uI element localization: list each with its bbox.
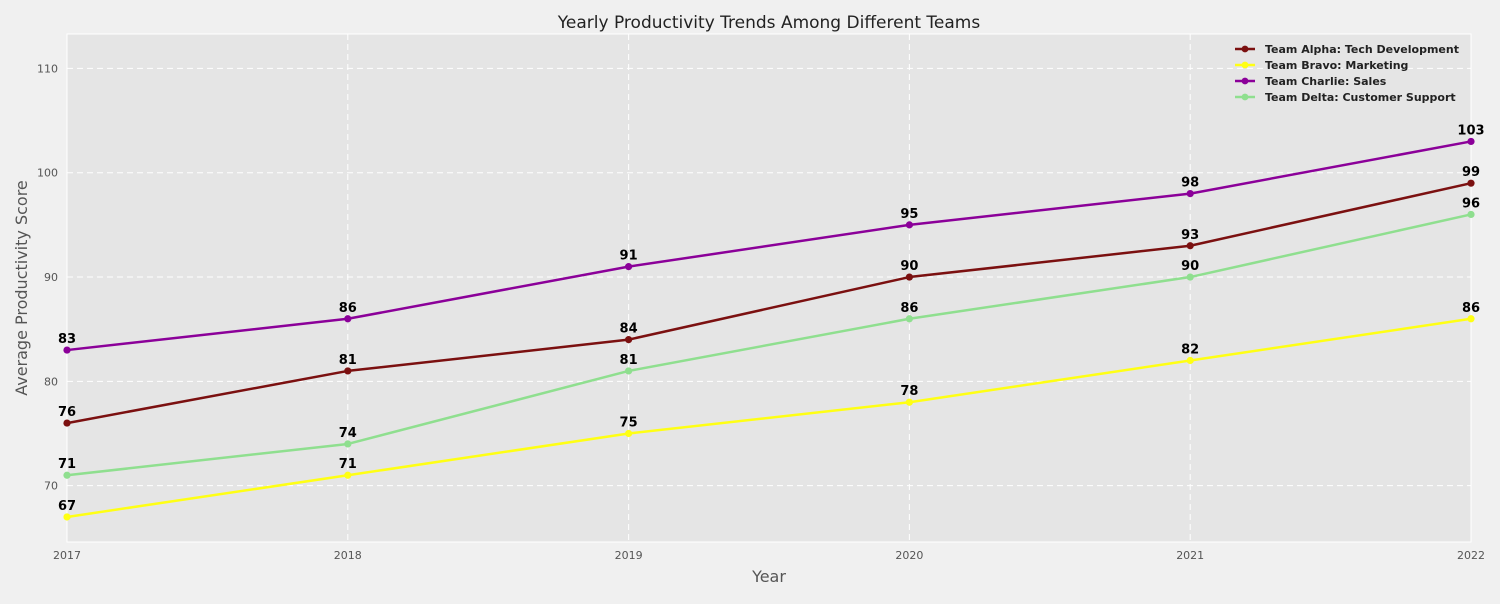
- data-point: [625, 263, 633, 271]
- axis-ticks: 70 80 90 100 110 2017 2018 2019 2020 2021 2022: [37, 62, 1485, 562]
- x-tick-label: 2022: [1457, 549, 1485, 562]
- data-point: [63, 346, 71, 354]
- legend-label: Team Charlie: Sales: [1265, 75, 1387, 88]
- data-point: [625, 367, 633, 375]
- legend-label: Team Alpha: Tech Development: [1265, 43, 1459, 56]
- y-axis-label: Average Productivity Score: [12, 180, 31, 396]
- data-label: 99: [1462, 165, 1480, 180]
- series-line: [66, 140, 1472, 352]
- data-label: 95: [900, 207, 918, 222]
- legend: Team Alpha: Tech Development Team Bravo: …: [1235, 43, 1459, 104]
- data-point: [1467, 210, 1475, 219]
- x-tick-label: 2019: [615, 549, 643, 562]
- data-label: 90: [900, 259, 918, 274]
- data-point: [344, 471, 352, 479]
- data-label: 78: [900, 384, 918, 399]
- y-tick-label: 100: [37, 167, 58, 180]
- data-label: 93: [1181, 228, 1199, 243]
- data-label: 75: [620, 416, 638, 431]
- x-axis-label: Year: [751, 567, 786, 586]
- legend-label: Team Delta: Customer Support: [1265, 91, 1456, 104]
- data-label: 71: [58, 457, 76, 472]
- data-point: [1467, 179, 1475, 187]
- legend-marker: [1241, 61, 1249, 69]
- data-point: [344, 440, 352, 448]
- series-line: [66, 181, 1472, 425]
- data-point: [1186, 189, 1194, 198]
- chart-title: Yearly Productivity Trends Among Differe…: [557, 13, 981, 33]
- data-label: 96: [1462, 196, 1480, 211]
- data-point: [905, 273, 914, 281]
- data-label: 81: [339, 353, 357, 368]
- legend-marker: [1241, 77, 1249, 85]
- data-point: [344, 367, 352, 375]
- data-label: 84: [620, 322, 638, 337]
- data-label: 86: [1462, 301, 1480, 316]
- legend-label: Team Bravo: Marketing: [1265, 59, 1408, 72]
- y-tick-label: 90: [44, 271, 58, 284]
- series-line: [66, 317, 1472, 519]
- x-tick-label: 2021: [1176, 549, 1204, 562]
- data-point: [63, 419, 71, 427]
- data-label: 103: [1457, 123, 1484, 138]
- data-point: [63, 471, 71, 479]
- data-label: 86: [339, 301, 357, 316]
- data-label: 76: [58, 405, 76, 420]
- data-point: [1186, 273, 1194, 281]
- plot-border: [66, 33, 1472, 543]
- data-label: 74: [339, 426, 357, 441]
- data-label: 82: [1181, 342, 1199, 357]
- data-point: [1467, 315, 1475, 323]
- data-point: [1467, 137, 1475, 146]
- data-label: 67: [58, 499, 76, 514]
- y-tick-label: 70: [44, 480, 58, 493]
- data-point: [625, 429, 633, 438]
- y-tick-label: 80: [44, 375, 58, 388]
- data-label: 98: [1181, 176, 1199, 191]
- data-label: 81: [620, 353, 638, 368]
- data-label: 90: [1181, 259, 1199, 274]
- data-point: [625, 336, 633, 344]
- series-line: [66, 213, 1472, 477]
- x-tick-label: 2018: [334, 549, 362, 562]
- data-point: [905, 315, 914, 323]
- plot-area: [67, 34, 1471, 542]
- data-label: 91: [620, 249, 638, 264]
- grid: [66, 33, 1472, 543]
- data-point: [63, 513, 71, 521]
- data-point: [1186, 356, 1194, 365]
- legend-marker: [1241, 45, 1249, 53]
- data-labels: 76 81 84 90 93 99 67 71 75 78 82 86 83 86 91 95 98 103 71 7…: [58, 123, 1485, 514]
- data-label: 86: [900, 301, 918, 316]
- data-label: 71: [339, 457, 357, 472]
- data-point: [905, 398, 914, 406]
- data-point: [905, 221, 914, 229]
- series-group: [63, 137, 1475, 521]
- data-point: [1186, 242, 1194, 250]
- x-tick-label: 2017: [53, 549, 81, 562]
- legend-marker: [1241, 93, 1249, 101]
- data-label: 83: [58, 332, 76, 347]
- data-point: [344, 315, 352, 323]
- y-tick-label: 110: [37, 62, 58, 75]
- x-tick-label: 2020: [895, 549, 923, 562]
